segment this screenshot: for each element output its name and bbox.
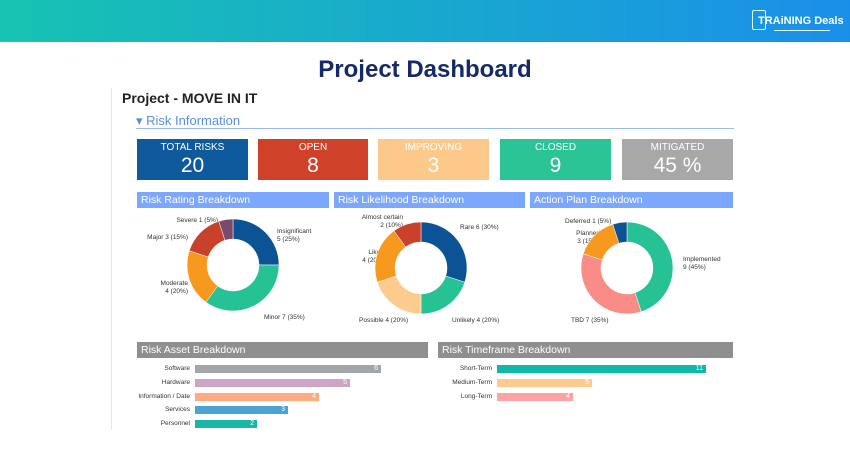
chart-title: Risk Timeframe Breakdown [438, 342, 733, 358]
laptop-icon [752, 10, 766, 30]
donut-slice-implemented[interactable] [626, 221, 674, 313]
chart-title: Risk Rating Breakdown [137, 192, 329, 208]
chart-title: Risk Asset Breakdown [137, 342, 428, 358]
divider [136, 128, 734, 129]
section-title: Risk Information [146, 113, 241, 128]
bar[interactable]: 4 [195, 392, 319, 401]
kpi-card[interactable]: MITIGATED 45 % [622, 139, 733, 180]
donut-slice-major[interactable] [188, 220, 226, 258]
bar-label: Hardware [161, 378, 190, 386]
slice-label: Severe 1 (5%) [176, 217, 218, 224]
kpi-label: OPEN [298, 142, 328, 153]
donut-slice-rare[interactable] [420, 221, 468, 283]
bar[interactable]: 3 [195, 406, 288, 415]
slice-label: Rare 6 (30%) [460, 224, 499, 231]
kpi-value: 3 [427, 154, 440, 177]
bar[interactable]: 5 [195, 378, 350, 387]
kpi-card[interactable]: OPEN 8 [258, 139, 368, 180]
donut-slice-almost-certain[interactable] [393, 221, 422, 248]
slice-label: TBD 7 (35%) [571, 317, 609, 324]
donut-slice-planned[interactable] [582, 223, 620, 261]
bar-label: Software [164, 365, 190, 372]
kpi-value: 9 [549, 154, 562, 177]
bar-label: Services [165, 406, 190, 414]
kpi-card[interactable]: TOTAL RISKS 20 [137, 139, 248, 180]
slice-label: Implemented 9 (45%) [683, 256, 721, 271]
slice-label: Major 3 (15%) [147, 234, 188, 241]
bar[interactable]: 11 [497, 365, 706, 373]
donut-slice-unlikely[interactable] [420, 275, 466, 315]
bar[interactable]: 5 [497, 379, 592, 387]
donut-slice-severe[interactable] [218, 218, 234, 241]
kpi-label: CLOSED [534, 142, 577, 153]
donut-slice-insignificant[interactable] [232, 218, 280, 266]
bar-label: Medium-Term [452, 379, 492, 386]
bar[interactable]: 2 [195, 420, 257, 429]
header-banner: TRAiNING Deals [0, 0, 850, 42]
logo-text: TRAiNING Deals [758, 15, 844, 27]
logo-underline [774, 30, 830, 31]
chart-title: Risk Likelihood Breakdown [334, 192, 525, 208]
bar-label: Long-Term [460, 393, 492, 400]
slice-label: Minor 7 (35%) [264, 314, 305, 321]
bar-label: Short-Term [459, 365, 492, 372]
chart-title: Action Plan Breakdown [530, 192, 733, 208]
page-title: Project Dashboard [318, 56, 532, 83]
bar-label: Personnel [160, 420, 190, 428]
donut-slice-deferred[interactable] [612, 221, 628, 244]
slice-label: Planned 3 (15%) [576, 230, 600, 245]
donut-slice-tbd[interactable] [580, 253, 642, 315]
section-toggle[interactable]: ▾ Risk Information [136, 113, 240, 129]
training-deals-logo[interactable]: TRAiNING Deals [752, 8, 844, 34]
dashboard-panel [111, 88, 741, 430]
kpi-label: TOTAL RISKS [160, 142, 225, 153]
bar[interactable]: 6 [195, 365, 381, 373]
slice-label: Likely 4 (20%) [362, 249, 385, 264]
slice-label: Almost certain 2 (10%) [361, 214, 403, 229]
slice-label: Unlikely 4 (20%) [452, 317, 500, 324]
slice-label: Insignificant 5 (25%) [277, 228, 312, 243]
project-title: Project - MOVE IN IT [122, 90, 258, 106]
slice-label: Possible 4 (20%) [359, 317, 409, 324]
kpi-card[interactable]: CLOSED 9 [500, 139, 611, 180]
kpi-value: 8 [307, 154, 319, 177]
kpi-label: IMPROVING [404, 142, 463, 153]
kpi-card[interactable]: IMPROVING 3 [378, 139, 489, 180]
caret-down-icon: ▾ [136, 113, 147, 128]
kpi-value: 45 % [653, 154, 702, 177]
donut-slice-minor[interactable] [205, 264, 280, 312]
bar-label: Information / Date [138, 392, 190, 400]
kpi-label: MITIGATED [650, 142, 705, 153]
slice-label: Moderate 4 (20%) [160, 280, 188, 295]
slice-label: Deferred 1 (5%) [565, 218, 612, 225]
donut-slice-possible[interactable] [376, 275, 422, 315]
kpi-value: 20 [180, 154, 205, 177]
bar[interactable]: 4 [497, 393, 573, 401]
